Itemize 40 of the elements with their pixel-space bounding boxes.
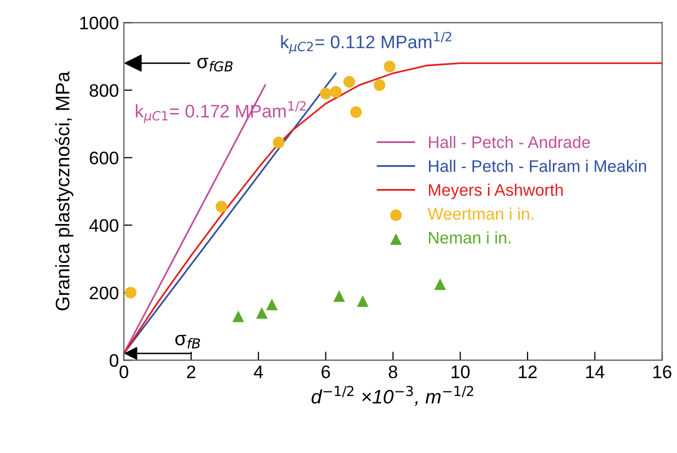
legend-label: Meyers i Ashworth	[428, 184, 563, 200]
point	[320, 88, 332, 100]
legend-label: Hall - Petch - Andrade	[428, 136, 590, 148]
point	[266, 298, 278, 310]
y-tick-label: 600	[90, 152, 118, 164]
x-tick-label: 14	[586, 366, 604, 378]
legend-label: Hall - Petch - Falram i Meakin	[428, 160, 646, 172]
point	[343, 76, 356, 88]
point	[232, 310, 244, 322]
x-tick-label: 4	[254, 366, 263, 378]
x-tick-label: 8	[388, 365, 398, 378]
x-tick-label: 16	[653, 365, 672, 378]
y-tick-label: 200	[90, 286, 118, 300]
point	[356, 295, 369, 307]
y-tick-label: 400	[89, 219, 118, 232]
point	[256, 307, 268, 319]
x-tick-label: 6	[322, 365, 330, 378]
x-tick-label: 10	[452, 365, 470, 378]
annotation: k$_{μC2}$= 0.112 MPam$^{1/2}$	[281, 32, 452, 54]
point	[333, 290, 345, 302]
y-tick-label: 800	[90, 84, 118, 97]
y-tick-label: 1000	[80, 16, 118, 30]
x-tick-label: 0	[120, 365, 128, 378]
x-tick-label: 12	[518, 365, 537, 378]
y-tick-label: 0	[110, 354, 118, 367]
point	[124, 286, 136, 298]
point	[384, 60, 396, 72]
annotation: σ$_{fB}$	[175, 334, 200, 348]
point	[330, 86, 342, 98]
x-tick-label: 2	[187, 365, 196, 378]
point	[272, 136, 284, 148]
point	[350, 106, 362, 118]
y-axis-title: Granica plastyczności, MPa	[54, 71, 74, 310]
legend-label: Neman i in.	[428, 231, 510, 244]
x-axis-title: d$^{−1/2}$ ×10$^{−3}$, m$^{−1/2}$	[312, 386, 474, 406]
point	[216, 200, 228, 212]
point	[374, 79, 386, 91]
point	[434, 278, 446, 290]
legend-label: Weertman i in.	[428, 207, 534, 220]
annotation: σ$_{fGB}$	[197, 58, 233, 72]
